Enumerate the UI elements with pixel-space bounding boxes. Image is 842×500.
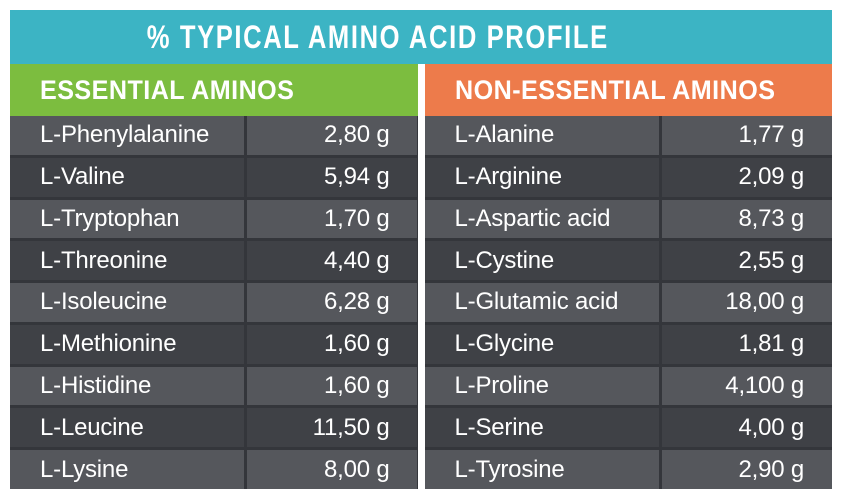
amino-value: 2,55 g <box>661 241 832 281</box>
amino-name: L-Tryptophan <box>10 199 245 239</box>
amino-value: 1,81 g <box>661 324 832 364</box>
amino-value: 6,28 g <box>247 283 418 322</box>
amino-value: 5,94 g <box>247 157 418 197</box>
amino-value: 11,50 g <box>247 408 418 448</box>
amino-name: L-Phenylalanine <box>10 116 245 155</box>
amino-name: L-Aspartic acid <box>424 199 659 239</box>
amino-value: 8,73 g <box>661 199 832 239</box>
amino-name: L-Arginine <box>424 157 659 197</box>
amino-value: 4,40 g <box>247 241 418 281</box>
amino-name: L-Tyrosine <box>424 450 659 489</box>
essential-header-label: ESSENTIAL AMINOS <box>40 74 295 105</box>
amino-value: 4,100 g <box>661 366 832 406</box>
amino-name: L-Alanine <box>424 116 659 155</box>
amino-value: 2,80 g <box>247 116 418 155</box>
amino-name: L-Valine <box>10 157 245 197</box>
amino-name: L-Serine <box>424 408 659 448</box>
amino-value: 1,77 g <box>661 116 832 155</box>
non-essential-header-bar: NON-ESSENTIAL AMINOS <box>424 64 832 116</box>
amino-name: L-Glutamic acid <box>424 283 659 322</box>
amino-acid-profile-card: % TYPICAL AMINO ACID PROFILE ESSENTIAL A… <box>10 10 832 489</box>
essential-rows: L-Phenylalanine 2,80 g L-Valine 5,94 g L-Try… <box>10 116 418 489</box>
non-essential-header-label: NON-ESSENTIAL AMINOS <box>454 74 775 105</box>
amino-value: 1,60 g <box>247 324 418 364</box>
amino-name: L-Glycine <box>424 324 659 364</box>
amino-value: 4,00 g <box>661 408 832 448</box>
amino-name: L-Cystine <box>424 241 659 281</box>
non-essential-rows: L-Alanine 1,77 g L-Arginine 2,09 g L-Asparti… <box>424 116 832 489</box>
amino-value: 18,00 g <box>661 283 832 322</box>
tables-area: L-Phenylalanine 2,80 g L-Valine 5,94 g L-Try… <box>10 116 832 489</box>
amino-value: 8,00 g <box>247 450 418 489</box>
amino-value: 1,70 g <box>247 199 418 239</box>
amino-name: L-Threonine <box>10 241 245 281</box>
amino-name: L-Proline <box>424 366 659 406</box>
amino-name: L-Lysine <box>10 450 245 489</box>
amino-name: L-Histidine <box>10 366 245 406</box>
amino-value: 2,90 g <box>661 450 832 489</box>
amino-name: L-Isoleucine <box>10 283 245 322</box>
amino-name: L-Leucine <box>10 408 245 448</box>
page-title: % TYPICAL AMINO ACID PROFILE <box>147 18 609 55</box>
amino-name: L-Methionine <box>10 324 245 364</box>
essential-header-bar: ESSENTIAL AMINOS <box>10 64 418 116</box>
amino-value: 1,60 g <box>247 366 418 406</box>
title-bar: % TYPICAL AMINO ACID PROFILE <box>10 10 832 64</box>
amino-value: 2,09 g <box>661 157 832 197</box>
column-headers: ESSENTIAL AMINOS NON-ESSENTIAL AMINOS <box>10 64 832 116</box>
